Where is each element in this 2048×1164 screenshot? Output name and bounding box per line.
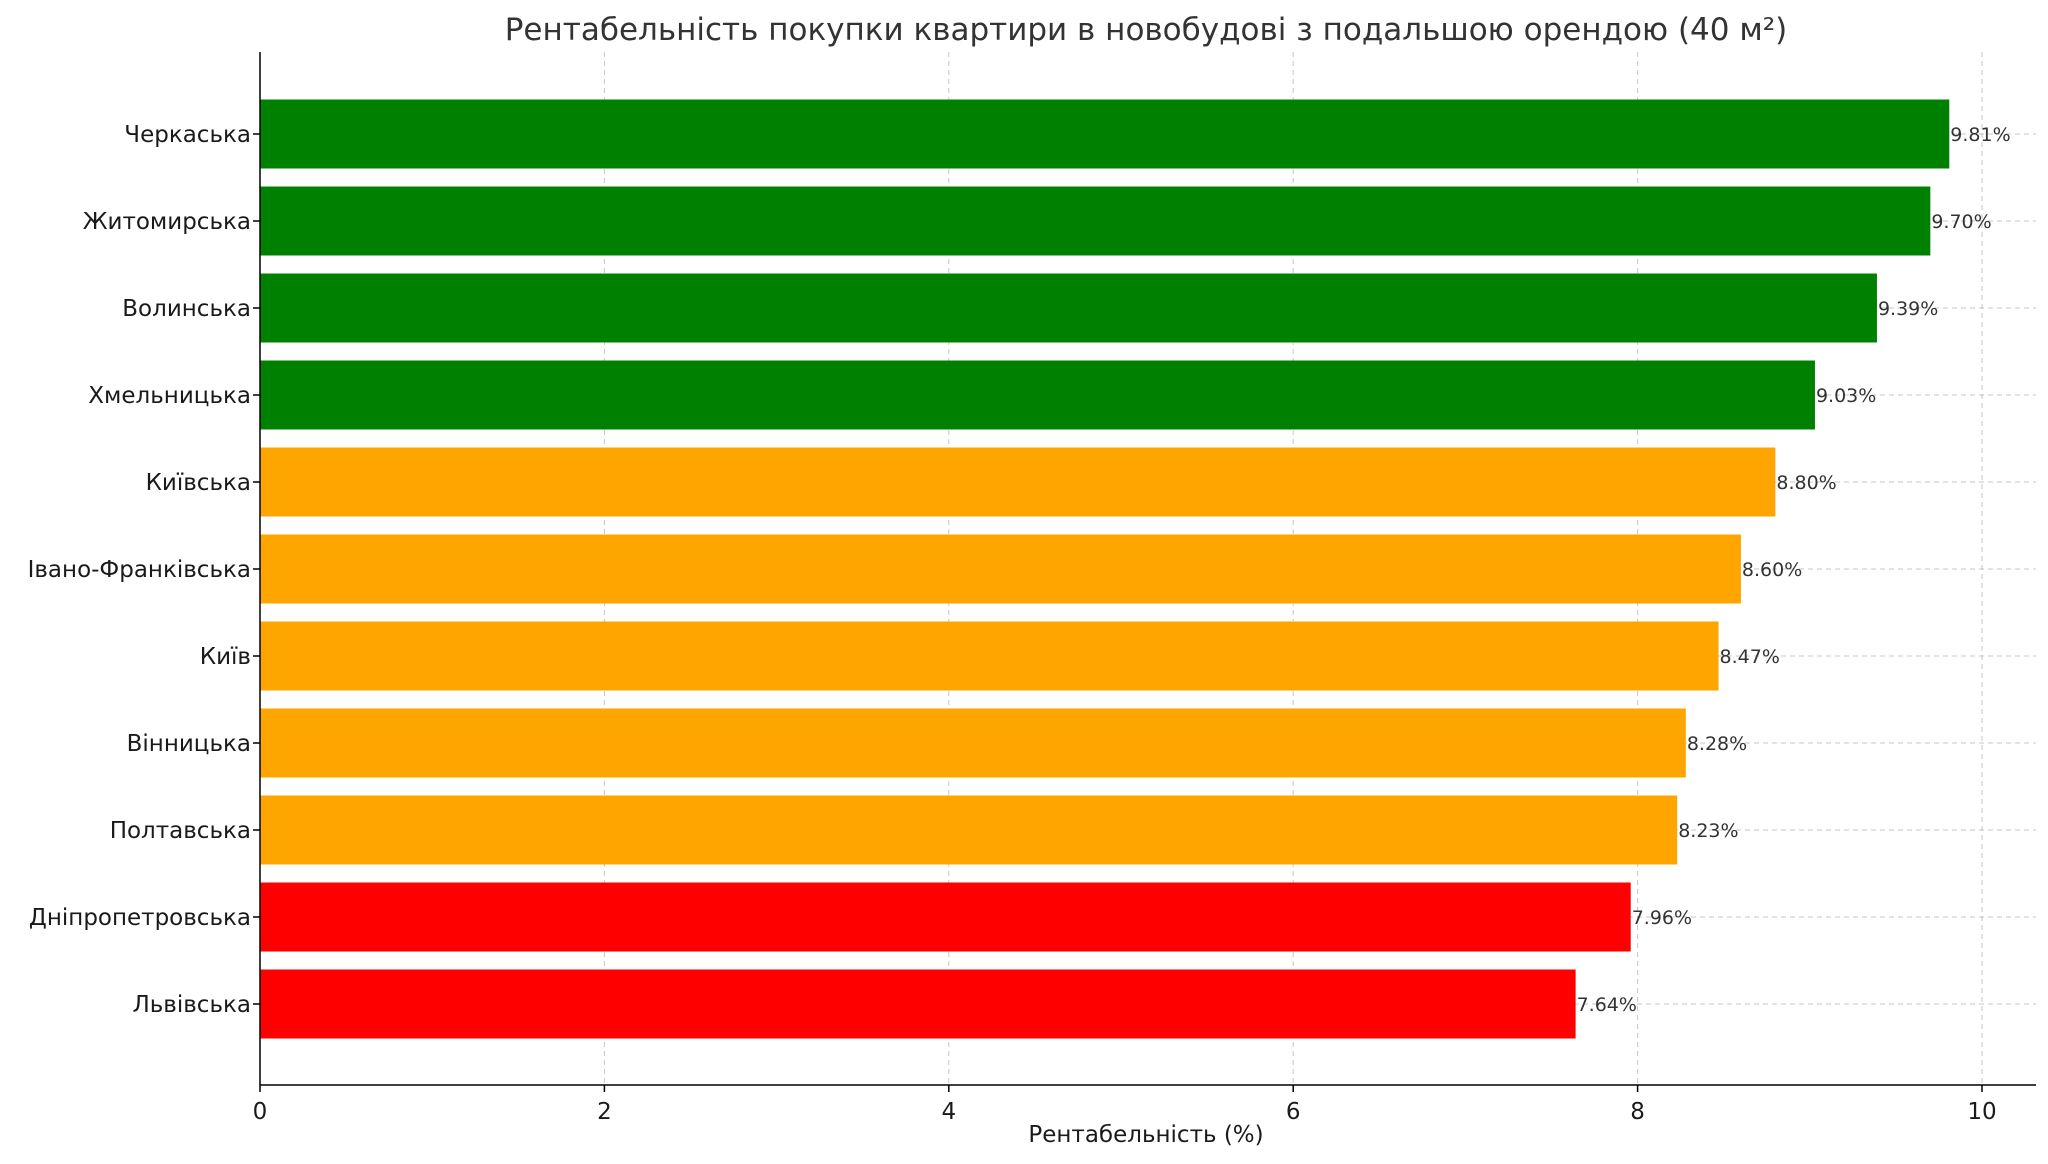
x-tick-label: 2 [597,1099,612,1125]
x-tick-label: 8 [1630,1099,1645,1125]
data-label: 7.64% [1577,994,1637,1016]
data-label: 9.81% [1950,124,2010,146]
bar [260,273,1877,343]
bar [260,99,1950,169]
category-label: Київська [146,470,251,496]
data-label: 9.39% [1878,298,1938,320]
bar [260,969,1576,1039]
category-label: Черкаська [124,122,251,148]
category-label: Волинська [122,296,251,322]
bar [260,360,1815,430]
data-label: 8.28% [1687,733,1747,755]
data-label: 8.60% [1742,559,1802,581]
bar [260,534,1741,604]
x-tick-label: 4 [941,1099,956,1125]
category-label: Дніпропетровська [29,905,251,931]
category-label: Хмельницька [88,383,251,409]
bar [260,621,1719,691]
bar [260,186,1931,256]
data-label: 8.80% [1776,472,1836,494]
data-label: 7.96% [1632,907,1692,929]
data-label: 8.23% [1678,820,1738,842]
category-label: Вінницька [127,731,251,757]
category-label: Івано-Франківська [28,557,251,583]
category-label: Київ [200,644,251,670]
data-label: 9.70% [1931,211,1991,233]
bar [260,708,1686,778]
bar [260,795,1678,865]
x-axis-label: Рентабельність (%) [1028,1122,1263,1148]
x-tick-label: 10 [1967,1099,1996,1125]
category-label: Полтавська [110,818,251,844]
bar [260,882,1631,952]
x-tick-label: 6 [1286,1099,1301,1125]
axes-layer [253,52,2036,1092]
data-label: 9.03% [1816,385,1876,407]
bars-layer [260,99,1950,1039]
x-tick-label: 0 [253,1099,268,1125]
bar [260,447,1776,517]
category-label: Житомирська [83,209,251,235]
category-label: Львівська [132,992,251,1018]
labels-layer: 0 2 4 6 8 10 Черкаська 9.81% Житомирська 9.70% Вол… [28,122,2011,1125]
data-label: 8.47% [1720,646,1780,668]
chart-title: Рентабельність покупки квартири в новобу… [505,12,1788,48]
